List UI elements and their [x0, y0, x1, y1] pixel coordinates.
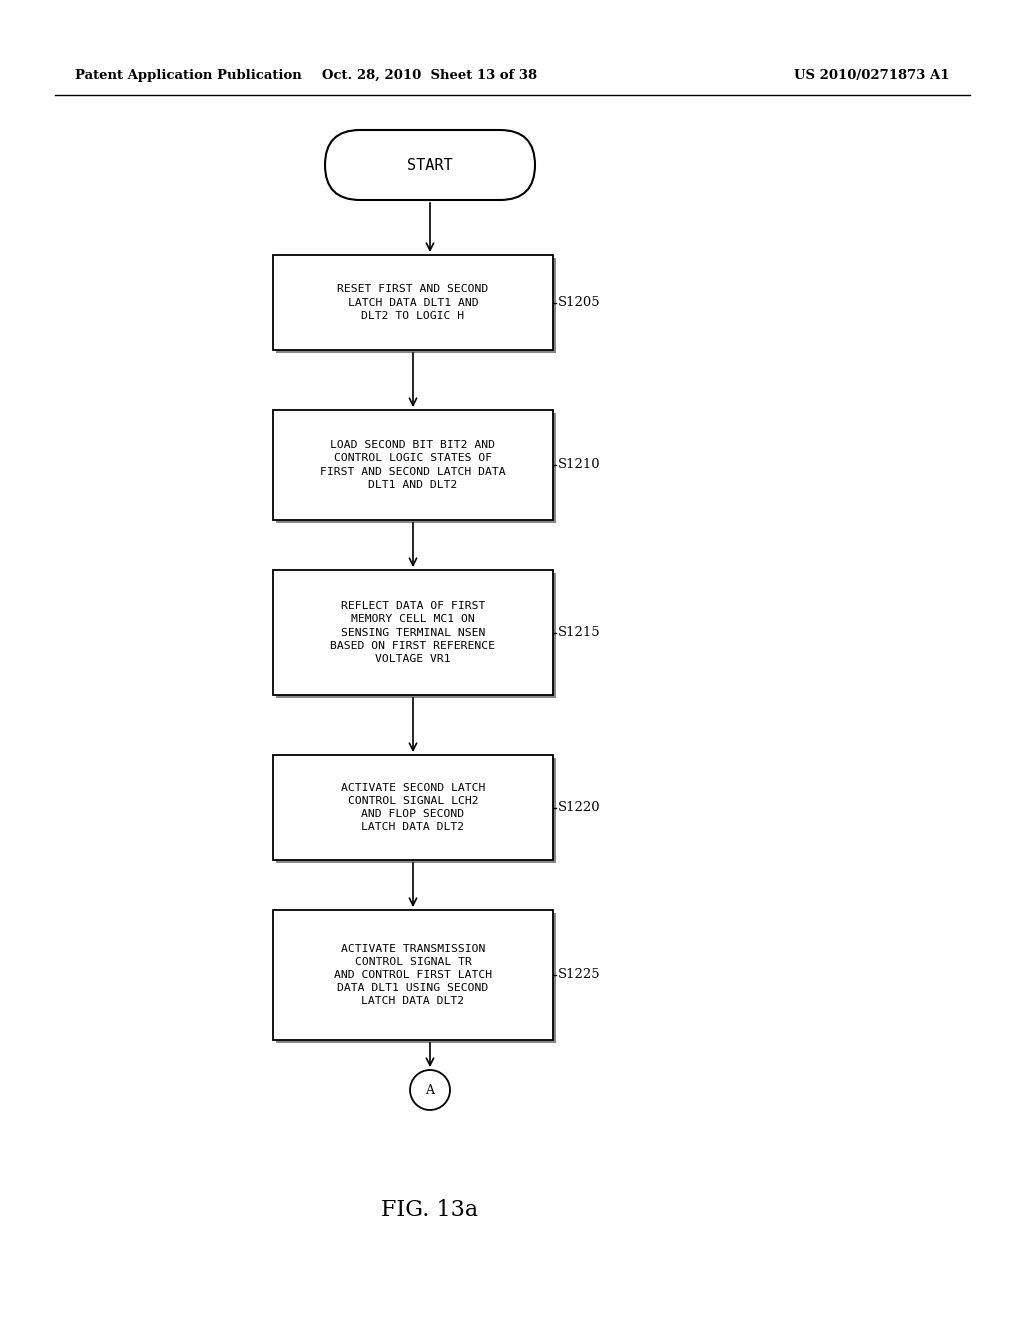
FancyBboxPatch shape: [276, 413, 556, 523]
FancyBboxPatch shape: [273, 411, 553, 520]
FancyBboxPatch shape: [276, 758, 556, 863]
Text: ACTIVATE SECOND LATCH
CONTROL SIGNAL LCH2
AND FLOP SECOND
LATCH DATA DLT2: ACTIVATE SECOND LATCH CONTROL SIGNAL LCH…: [341, 783, 485, 833]
Text: S1205: S1205: [558, 296, 601, 309]
Text: RESET FIRST AND SECOND
LATCH DATA DLT1 AND
DLT2 TO LOGIC H: RESET FIRST AND SECOND LATCH DATA DLT1 A…: [337, 284, 488, 321]
Text: A: A: [426, 1084, 434, 1097]
FancyBboxPatch shape: [325, 129, 535, 201]
Circle shape: [410, 1071, 450, 1110]
Text: S1215: S1215: [558, 626, 601, 639]
Text: S1220: S1220: [558, 801, 601, 814]
Text: S1225: S1225: [558, 969, 601, 982]
Text: Patent Application Publication: Patent Application Publication: [75, 69, 302, 82]
Text: REFLECT DATA OF FIRST
MEMORY CELL MC1 ON
SENSING TERMINAL NSEN
BASED ON FIRST RE: REFLECT DATA OF FIRST MEMORY CELL MC1 ON…: [331, 601, 496, 664]
FancyBboxPatch shape: [273, 255, 553, 350]
Text: LOAD SECOND BIT BIT2 AND
CONTROL LOGIC STATES OF
FIRST AND SECOND LATCH DATA
DLT: LOAD SECOND BIT BIT2 AND CONTROL LOGIC S…: [321, 440, 506, 490]
Text: US 2010/0271873 A1: US 2010/0271873 A1: [795, 69, 950, 82]
Text: Oct. 28, 2010  Sheet 13 of 38: Oct. 28, 2010 Sheet 13 of 38: [323, 69, 538, 82]
Text: S1210: S1210: [558, 458, 601, 471]
FancyBboxPatch shape: [276, 913, 556, 1043]
FancyBboxPatch shape: [273, 909, 553, 1040]
Text: START: START: [408, 157, 453, 173]
FancyBboxPatch shape: [273, 570, 553, 696]
FancyBboxPatch shape: [276, 257, 556, 352]
FancyBboxPatch shape: [276, 573, 556, 698]
Text: FIG. 13a: FIG. 13a: [381, 1199, 478, 1221]
Text: ACTIVATE TRANSMISSION
CONTROL SIGNAL TR
AND CONTROL FIRST LATCH
DATA DLT1 USING : ACTIVATE TRANSMISSION CONTROL SIGNAL TR …: [334, 944, 493, 1006]
FancyBboxPatch shape: [273, 755, 553, 861]
